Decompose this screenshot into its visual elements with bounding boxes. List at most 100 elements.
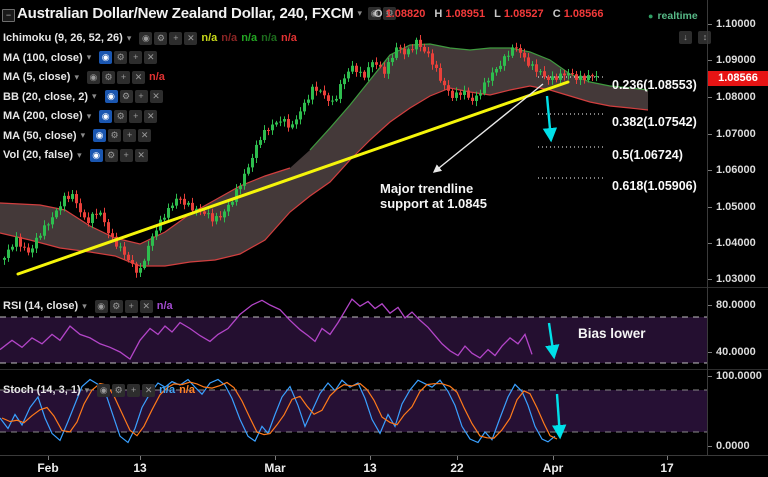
plus-icon[interactable]: +	[129, 109, 143, 123]
plus-icon[interactable]: +	[129, 51, 143, 64]
cyan-arrow	[551, 393, 567, 440]
plus-icon[interactable]: +	[123, 129, 137, 142]
indicator-label[interactable]: MA (200, close)	[3, 110, 83, 122]
indicator-row[interactable]: MA (200, close) ▾ ◉ ⚙ + ✕	[3, 109, 297, 123]
indicator-row[interactable]: Ichimoku (9, 26, 52, 26) ▾ ◉ ⚙ + ✕ n/a n/a n/a n/…	[3, 31, 297, 45]
close-icon[interactable]: ✕	[139, 299, 153, 313]
close-value: 1.08566	[563, 8, 604, 20]
indicator-label[interactable]: Vol (20, false)	[3, 149, 74, 161]
eye-icon[interactable]: ◉	[99, 109, 113, 123]
collapse-chart-icon[interactable]: −	[2, 9, 15, 22]
indicator-row[interactable]: Vol (20, false) ▾ ◉ ⚙ + ✕	[3, 148, 297, 162]
chevron-down-icon[interactable]: ▾	[74, 71, 79, 82]
time-tick-mark	[140, 456, 141, 460]
axis-tick-mark	[708, 351, 712, 353]
gear-icon[interactable]: ⚙	[154, 31, 168, 45]
indicator-row[interactable]: RSI (14, close) ▾ ◉ ⚙ + ✕ n/a	[3, 299, 173, 313]
close-icon[interactable]: ✕	[131, 70, 145, 84]
axis-tick-label: 1.08000	[716, 91, 756, 103]
close-icon[interactable]: ✕	[138, 129, 152, 142]
indicator-row[interactable]: MA (5, close) ▾ ◉ ⚙ + ✕ n/a	[3, 70, 297, 84]
indicator-label[interactable]: MA (50, close)	[3, 129, 77, 142]
trendline-annotation: Major trendline support at 1.0845	[380, 181, 487, 211]
indicator-row[interactable]: MA (50, close) ▾ ◉ ⚙ + ✕	[3, 129, 297, 143]
open-label: O	[374, 8, 383, 20]
gear-icon[interactable]: ⚙	[101, 70, 115, 84]
eye-icon[interactable]: ◉	[139, 31, 153, 45]
axis-tick-mark	[708, 445, 712, 447]
axis-tick-mark	[708, 59, 712, 61]
eye-icon[interactable]: ◉	[89, 148, 103, 162]
close-icon[interactable]: ✕	[134, 148, 148, 162]
chevron-down-icon[interactable]: ▾	[82, 300, 87, 311]
chevron-down-icon[interactable]: ▾	[86, 110, 92, 121]
axis-tick-label: 1.07000	[716, 128, 756, 140]
gear-icon[interactable]: ⚙	[104, 148, 118, 162]
axis-tick-label: 1.10000	[716, 18, 756, 30]
close-icon[interactable]: ✕	[149, 90, 163, 103]
white-arrow	[432, 83, 544, 173]
eye-icon[interactable]: ◉	[94, 299, 108, 313]
chevron-down-icon[interactable]: ▾	[86, 52, 92, 62]
realtime-status: ● realtime	[648, 10, 698, 22]
indicator-label[interactable]: MA (100, close)	[3, 51, 83, 64]
time-tick-label: 22	[450, 461, 464, 475]
arrow-down-icon[interactable]: ↓	[679, 31, 692, 44]
cyan-arrow	[545, 322, 560, 360]
chevron-down-icon[interactable]: ▾	[91, 91, 97, 101]
indicator-label[interactable]: Ichimoku (9, 26, 52, 26)	[3, 32, 123, 44]
axis-tick-label: 1.04000	[716, 237, 756, 249]
indicator-row[interactable]: Stoch (14, 3, 1) ▾ ◉ ⚙ + ✕ n/a n/a	[3, 383, 195, 397]
price-axis[interactable]: 1.10000 1.09000 1.08000 1.07000 1.06000 1.050…	[707, 0, 768, 455]
target-icon[interactable]: ◉	[368, 7, 382, 20]
gear-icon[interactable]: ⚙	[119, 90, 133, 103]
indicator-row[interactable]: MA (100, close) ▾ ◉ ⚙ + ✕	[3, 51, 297, 65]
last-price-tag: 1.08566	[708, 70, 768, 86]
gear-icon[interactable]: ⚙	[112, 383, 126, 397]
gear-icon[interactable]: ⚙	[109, 299, 123, 313]
time-tick-label: 13	[133, 461, 147, 475]
close-icon[interactable]: ✕	[184, 31, 198, 45]
gear-icon[interactable]: ⚙	[114, 109, 128, 123]
indicator-row[interactable]: BB (20, close, 2) ▾ ◉ ⚙ + ✕	[3, 90, 297, 104]
arrow-updown-icon[interactable]: ↕	[698, 31, 712, 44]
close-icon[interactable]: ✕	[142, 383, 156, 397]
na-value: n/a	[156, 300, 173, 312]
time-tick-label: Mar	[264, 461, 286, 475]
close-icon[interactable]: ✕	[144, 109, 158, 123]
plus-icon[interactable]: +	[127, 383, 141, 397]
gear-icon[interactable]: ⚙	[114, 51, 128, 64]
plus-icon[interactable]: +	[134, 90, 148, 103]
time-tick-label: 13	[363, 461, 377, 475]
chevron-down-icon[interactable]: ▾	[126, 32, 132, 43]
plus-icon[interactable]: +	[124, 299, 138, 313]
eye-icon[interactable]: ◉	[104, 90, 118, 103]
time-tick-mark	[275, 456, 276, 460]
plus-icon[interactable]: +	[169, 31, 183, 45]
eye-icon[interactable]: ◉	[97, 383, 111, 397]
low-label: L	[494, 8, 501, 20]
eye-icon[interactable]: ◉	[93, 129, 107, 142]
symbol-title[interactable]: Australian Dollar/New Zealand Dollar, 24…	[17, 5, 354, 22]
indicator-label[interactable]: RSI (14, close)	[3, 300, 79, 312]
gear-icon[interactable]: ⚙	[108, 129, 122, 142]
indicator-label[interactable]: Stoch (14, 3, 1)	[3, 384, 81, 396]
eye-icon[interactable]: ◉	[86, 70, 100, 84]
indicator-label[interactable]: MA (5, close)	[3, 71, 71, 83]
axis-tick-mark	[708, 133, 712, 135]
close-icon[interactable]: ✕	[144, 51, 158, 64]
chevron-down-icon[interactable]: ▾	[77, 149, 82, 160]
chevron-down-icon[interactable]: ▾	[357, 8, 363, 18]
axis-tick-label: 0.0000	[716, 440, 750, 452]
plus-icon[interactable]: +	[119, 148, 133, 162]
time-axis[interactable]: Feb 13 Mar 13 22 Apr 17	[0, 455, 768, 477]
indicator-label[interactable]: BB (20, close, 2)	[3, 90, 88, 103]
chevron-down-icon[interactable]: ▾	[80, 130, 86, 140]
ohlc-readout: O 1.08820 H 1.08951 L 1.08527 C 1.08566	[368, 8, 603, 20]
chevron-down-icon[interactable]: ▾	[84, 384, 90, 395]
plus-icon[interactable]: +	[116, 70, 130, 84]
gear-icon[interactable]: ⚙	[383, 7, 397, 20]
eye-icon[interactable]: ◉	[99, 51, 113, 64]
axis-tick-label: 80.0000	[716, 299, 756, 311]
fib-level-label: 0.382(1.07542)	[612, 115, 697, 129]
